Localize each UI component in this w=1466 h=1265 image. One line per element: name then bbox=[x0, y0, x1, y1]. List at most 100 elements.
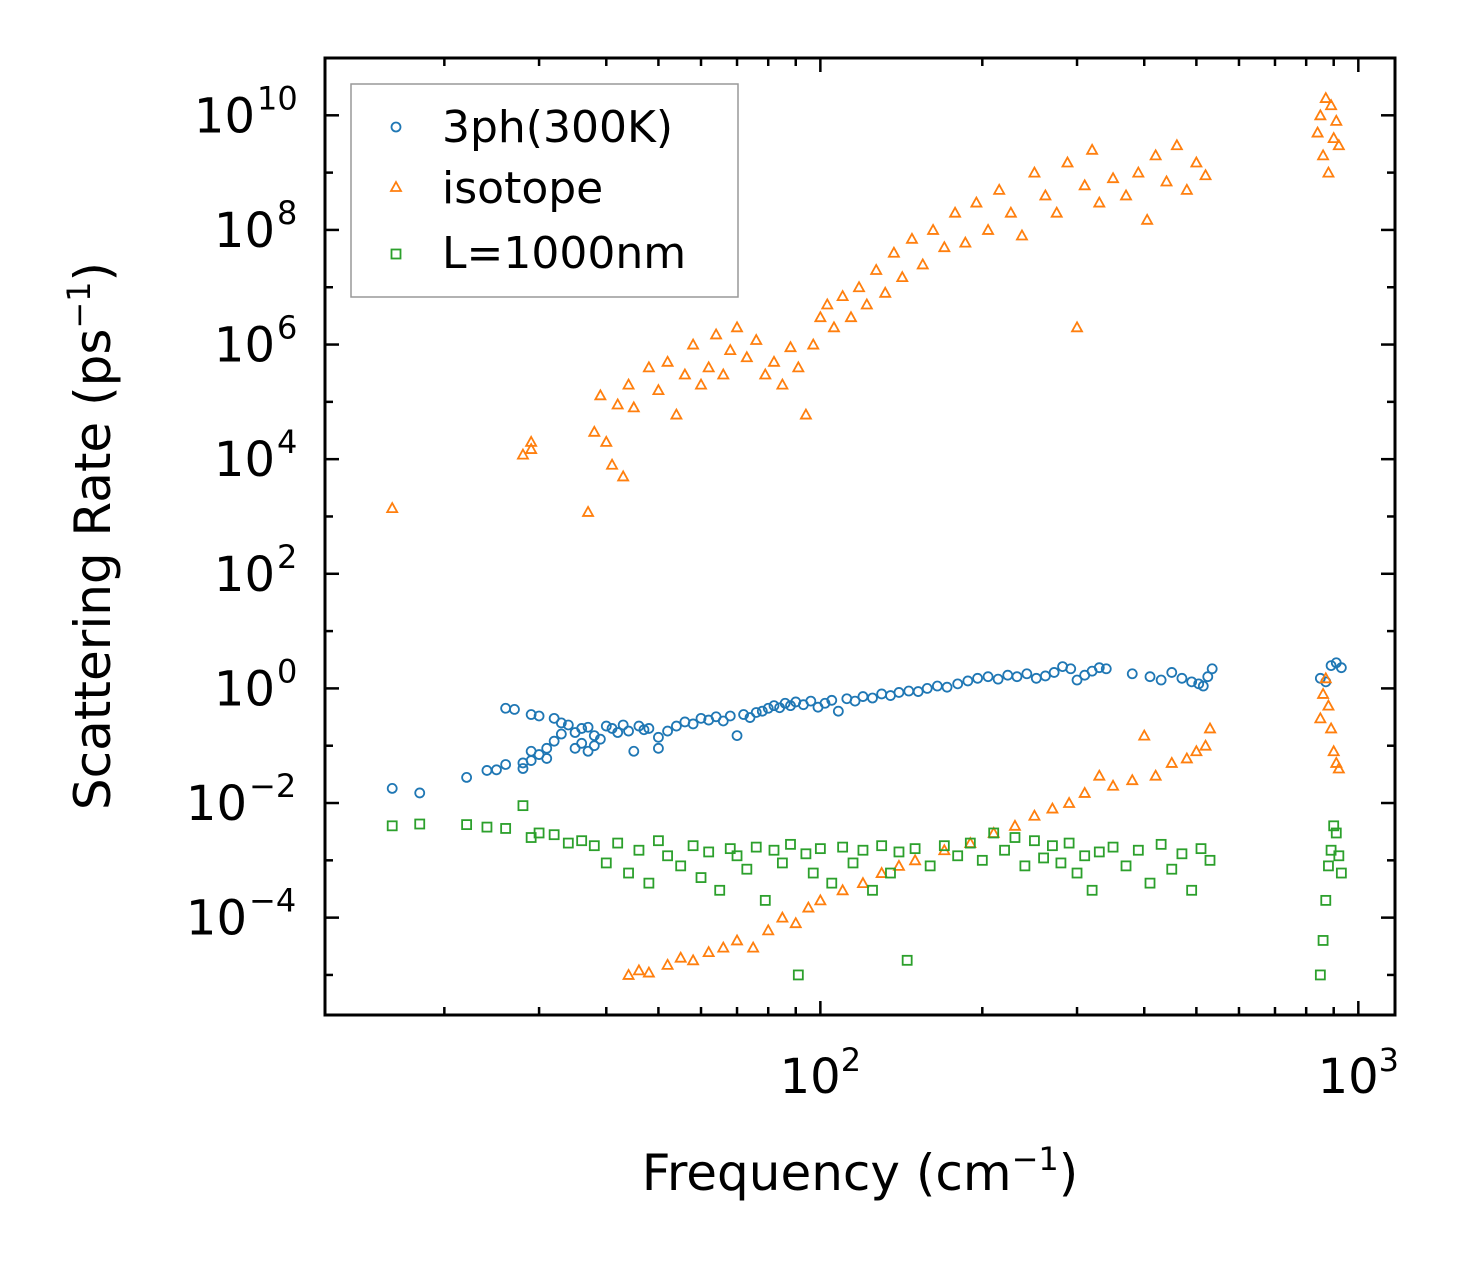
data-point bbox=[921, 682, 933, 694]
data-point bbox=[768, 844, 780, 856]
data-point bbox=[1333, 850, 1345, 862]
data-point bbox=[617, 719, 629, 731]
data-point bbox=[638, 724, 650, 736]
data-point bbox=[414, 787, 426, 799]
data-point bbox=[731, 730, 743, 742]
data-point bbox=[860, 297, 874, 310]
data-point bbox=[938, 840, 950, 852]
data-point bbox=[724, 710, 736, 722]
data-point bbox=[533, 827, 545, 839]
data-point bbox=[1335, 662, 1347, 674]
data-point bbox=[775, 910, 789, 923]
data-point bbox=[686, 337, 700, 350]
data-point bbox=[849, 695, 861, 707]
data-point bbox=[1186, 676, 1198, 688]
data-point bbox=[1092, 768, 1106, 781]
data-point bbox=[852, 280, 866, 293]
data-point bbox=[1078, 786, 1092, 798]
data-point bbox=[827, 320, 841, 333]
data-point bbox=[775, 377, 789, 390]
data-point bbox=[1070, 320, 1084, 333]
data-point bbox=[1050, 205, 1064, 218]
data-point bbox=[1314, 969, 1326, 981]
y-tick-exponent: 8 bbox=[277, 194, 297, 232]
data-point bbox=[1132, 844, 1144, 856]
data-point bbox=[1166, 667, 1178, 678]
axis-ticks-layer bbox=[325, 58, 1395, 1015]
data-point bbox=[730, 320, 744, 333]
y-tick-label: 10 bbox=[186, 891, 247, 947]
data-point bbox=[702, 945, 716, 958]
data-point bbox=[1189, 744, 1203, 757]
data-point bbox=[569, 742, 581, 754]
data-point bbox=[1319, 91, 1333, 103]
data-point bbox=[385, 501, 399, 513]
data-point bbox=[1047, 840, 1058, 852]
data-point bbox=[761, 923, 775, 936]
data-point bbox=[1144, 877, 1156, 889]
data-point bbox=[633, 844, 645, 856]
data-point bbox=[826, 877, 838, 889]
y-tick-label: 10 bbox=[214, 432, 275, 488]
data-point bbox=[813, 310, 827, 323]
data-point bbox=[999, 844, 1010, 856]
data-point bbox=[1079, 850, 1091, 862]
data-point bbox=[653, 742, 664, 754]
data-point bbox=[1126, 668, 1138, 680]
data-point bbox=[1186, 884, 1198, 896]
data-point bbox=[491, 764, 502, 776]
data-point bbox=[386, 782, 398, 794]
data-point bbox=[1321, 165, 1335, 178]
series-2 bbox=[386, 800, 1347, 981]
data-point bbox=[1324, 721, 1338, 734]
data-point bbox=[893, 687, 905, 698]
data-point bbox=[1039, 670, 1051, 682]
data-point bbox=[642, 360, 656, 373]
data-point bbox=[857, 844, 869, 856]
data-point bbox=[623, 867, 634, 879]
data-point bbox=[893, 846, 905, 858]
data-point bbox=[1317, 935, 1329, 946]
data-point bbox=[1106, 778, 1120, 791]
data-point bbox=[1204, 854, 1216, 866]
data-point bbox=[789, 916, 803, 929]
data-point bbox=[1203, 721, 1217, 734]
data-point bbox=[1038, 188, 1052, 201]
data-point bbox=[414, 818, 426, 830]
data-point bbox=[1055, 857, 1067, 869]
data-point bbox=[1106, 171, 1120, 184]
data-point bbox=[792, 969, 804, 981]
data-point bbox=[969, 195, 983, 208]
data-point bbox=[714, 884, 726, 896]
data-point bbox=[785, 838, 796, 850]
data-point bbox=[1063, 837, 1075, 849]
data-point bbox=[593, 388, 607, 401]
data-point bbox=[1327, 744, 1341, 757]
data-point bbox=[1206, 663, 1218, 675]
data-point bbox=[632, 963, 646, 976]
data-point bbox=[948, 205, 962, 218]
data-point bbox=[533, 710, 545, 722]
data-point bbox=[878, 285, 892, 298]
data-point bbox=[555, 728, 567, 740]
data-point bbox=[1149, 148, 1163, 161]
data-point bbox=[962, 675, 974, 687]
y-tick-exponent: 4 bbox=[277, 423, 297, 461]
data-point bbox=[783, 340, 798, 353]
data-point bbox=[1004, 205, 1018, 218]
data-point bbox=[1180, 751, 1194, 764]
data-point bbox=[1325, 844, 1337, 856]
data-point bbox=[901, 954, 913, 966]
data-point bbox=[1159, 174, 1174, 187]
data-point bbox=[517, 800, 529, 812]
data-point bbox=[1021, 668, 1033, 680]
data-point bbox=[813, 893, 827, 906]
data-point bbox=[686, 953, 700, 966]
data-point bbox=[1321, 698, 1335, 711]
data-point bbox=[1086, 884, 1098, 896]
data-point bbox=[588, 840, 600, 852]
data-point bbox=[582, 721, 594, 733]
data-point bbox=[576, 723, 588, 734]
